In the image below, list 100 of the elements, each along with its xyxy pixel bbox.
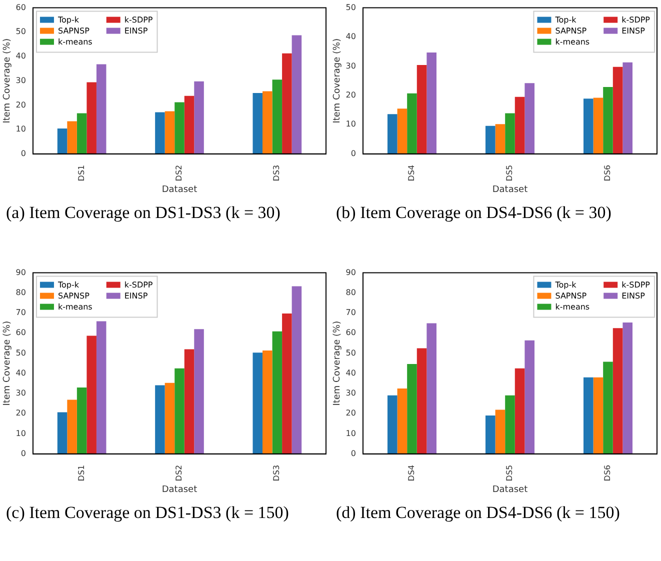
x-tick-label: DS6 [603, 164, 612, 182]
bar [292, 35, 302, 154]
legend-label: k-SDPP [124, 280, 153, 290]
x-axis-title: Dataset [162, 484, 198, 495]
y-tick-label: 80 [16, 288, 26, 297]
y-tick-label: 40 [16, 368, 26, 378]
y-tick-label: 70 [346, 308, 356, 318]
legend-label: Top-k [56, 280, 80, 290]
y-tick-label: 40 [16, 52, 26, 61]
bar [514, 368, 525, 454]
y-tick-label: 20 [346, 408, 356, 418]
legend-label: EINSP [622, 26, 646, 36]
y-tick-label: 40 [346, 32, 356, 42]
bar [164, 382, 175, 454]
y-tick-label: 30 [346, 388, 356, 398]
legend-label: k-means [58, 37, 92, 46]
y-tick-label: 0 [20, 148, 26, 158]
bar [174, 102, 184, 154]
y-tick-label: 40 [346, 368, 356, 378]
bar [416, 348, 427, 454]
text: (c) Item Coverage on DS1-DS3 (k = 150) [5, 502, 290, 524]
y-tick-label: 30 [346, 61, 356, 70]
bar [86, 82, 96, 154]
bar [174, 368, 184, 454]
y-tick-label: 60 [346, 328, 356, 338]
text: (b) Item Coverage on DS4-DS6 (k = 30) [335, 202, 612, 224]
bar [485, 126, 496, 154]
bar [583, 98, 594, 154]
x-tick-label: DS5 [505, 164, 514, 182]
text: (a) Item Coverage on DS1-DS3 (k = 30) [5, 202, 282, 224]
y-tick-label: 60 [16, 2, 26, 12]
y-tick-label: 50 [346, 2, 356, 12]
bar [397, 388, 408, 454]
bar [252, 93, 263, 154]
bar [194, 329, 204, 454]
bar [426, 52, 436, 154]
x-tick-label: DS2 [174, 164, 184, 182]
bar [262, 91, 272, 154]
bar [593, 98, 604, 154]
bar [603, 86, 613, 154]
bar [407, 364, 417, 454]
bar [397, 108, 408, 154]
y-tick-label: 50 [16, 348, 26, 358]
legend-label: k-SDPP [622, 280, 650, 290]
bar [603, 362, 613, 454]
y-tick-label: 20 [346, 90, 356, 100]
bar [583, 377, 594, 454]
bar [292, 286, 302, 454]
y-tick-label: 80 [346, 288, 356, 297]
x-tick-label: DS6 [603, 464, 612, 482]
legend-label: EINSP [622, 291, 646, 300]
y-tick-label: 10 [346, 428, 356, 438]
y-tick-label: 0 [350, 148, 356, 158]
legend-label: k-SDPP [622, 15, 650, 24]
bar [282, 53, 292, 154]
bar [96, 321, 106, 454]
bar [505, 113, 515, 154]
bar [593, 377, 604, 454]
text: (d) Item Coverage on DS4-DS6 (k = 150) [335, 502, 621, 524]
legend-label: Top-k [554, 15, 577, 24]
y-axis-title: Item Coverage (%) [332, 320, 343, 406]
x-tick-label: DS1 [76, 464, 86, 482]
legend-label: Top-k [56, 15, 80, 24]
x-axis-title: Dataset [492, 184, 528, 195]
bar [387, 395, 398, 454]
bar [524, 83, 534, 154]
y-tick-label: 20 [16, 100, 26, 110]
y-tick-label: 60 [16, 328, 26, 338]
y-tick-label: 0 [350, 448, 356, 458]
bar [184, 96, 194, 154]
bar [184, 349, 194, 454]
bar [164, 111, 175, 154]
x-axis-title: Dataset [162, 184, 198, 195]
y-axis-title: Item Coverage (%) [2, 38, 13, 124]
bar [612, 328, 623, 454]
y-tick-label: 30 [16, 388, 26, 398]
bar [194, 81, 204, 154]
bar [272, 331, 282, 454]
bar [495, 124, 506, 154]
bar [57, 128, 68, 154]
y-tick-label: 10 [16, 124, 26, 134]
bar [272, 80, 282, 154]
bar [622, 62, 632, 154]
legend-label: k-SDPP [124, 15, 153, 24]
legend-label: Top-k [554, 280, 577, 290]
y-tick-label: 30 [16, 76, 26, 85]
legend-label: SAPNSP [555, 291, 587, 300]
legend-label: k-means [58, 302, 92, 312]
bar [76, 113, 87, 154]
bar [514, 96, 525, 154]
legend-label: SAPNSP [58, 26, 90, 36]
legend-label: k-means [555, 37, 590, 46]
bar [67, 400, 77, 454]
y-tick-label: 0 [20, 448, 26, 458]
y-tick-label: 20 [16, 408, 26, 418]
x-tick-label: DS3 [272, 164, 282, 182]
y-tick-label: 90 [16, 268, 26, 277]
bar [262, 350, 272, 454]
bar [426, 323, 436, 454]
y-tick-label: 50 [16, 27, 26, 36]
